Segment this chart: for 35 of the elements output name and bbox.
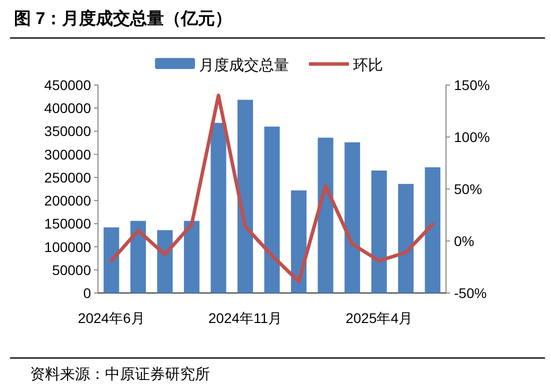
bar (371, 170, 387, 293)
bar (318, 138, 334, 293)
legend-label: 环比 (353, 57, 383, 74)
y-tick-label: 450000 (44, 77, 92, 93)
bar (210, 122, 226, 293)
y2-tick-label: -50% (454, 285, 487, 301)
y-tick-label: 100000 (44, 238, 92, 255)
y2-tick-label: 150% (454, 77, 490, 93)
y-tick-label: 200000 (44, 192, 92, 209)
bar (130, 220, 146, 293)
y2-tick-label: 100% (454, 129, 490, 145)
bar (291, 190, 307, 293)
bar (398, 184, 414, 293)
x-tick-label: 2024年11月 (208, 310, 282, 326)
bar (344, 142, 360, 293)
y-tick-label: 50000 (52, 262, 92, 278)
y2-tick-label: 0% (454, 233, 474, 249)
x-tick-label: 2024年6月 (78, 310, 145, 326)
y-tick-label: 0 (83, 285, 92, 301)
bar (157, 230, 173, 293)
y-tick-label: 250000 (44, 169, 92, 186)
y-tick-label: 350000 (44, 123, 92, 140)
chart-title: 图 7：月度成交总量（亿元） (14, 9, 232, 28)
x-tick-label: 2025年4月 (346, 310, 413, 326)
bar (184, 220, 200, 293)
y2-tick-label: 50% (454, 181, 482, 197)
y-tick-label: 300000 (44, 146, 92, 162)
y-tick-label: 150000 (44, 216, 92, 232)
y-tick-label: 400000 (44, 100, 92, 116)
bar (264, 126, 280, 293)
legend-label: 月度成交总量 (199, 57, 289, 74)
bar (424, 167, 440, 293)
bar (237, 100, 253, 293)
bar (104, 227, 120, 293)
text: 资料来源：中原证券研究所 (30, 366, 210, 383)
